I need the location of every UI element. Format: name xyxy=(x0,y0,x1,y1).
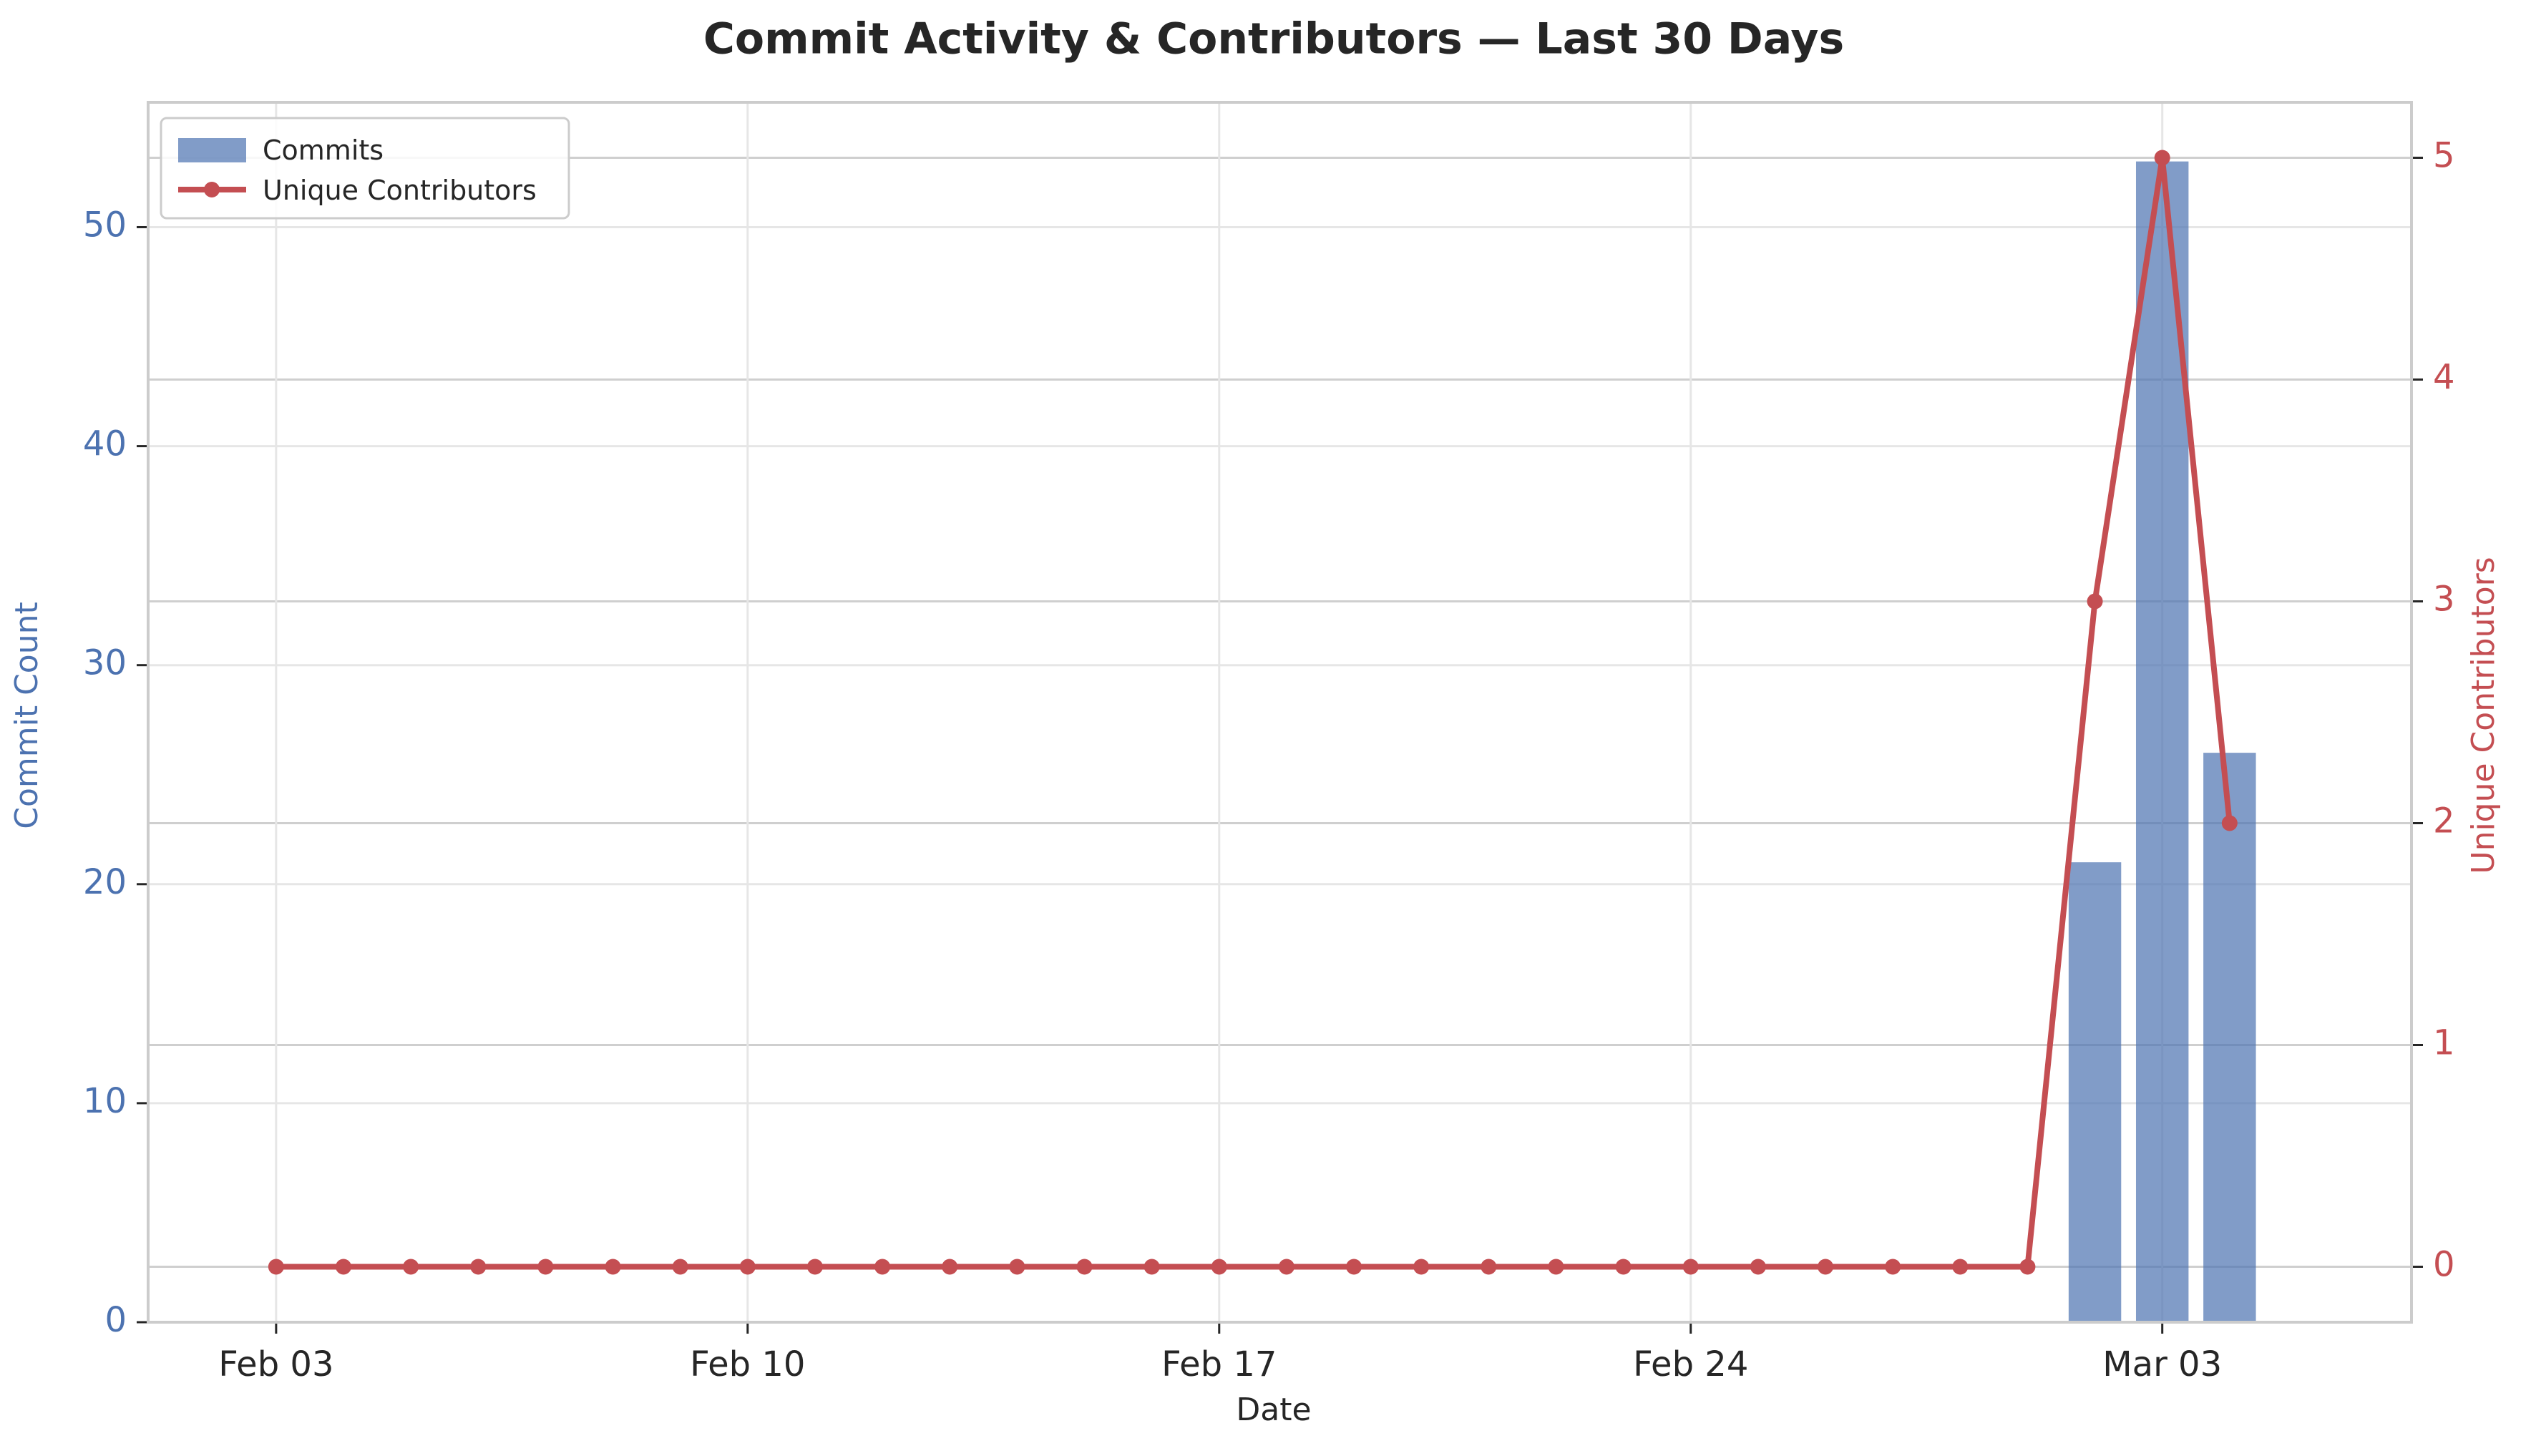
point-contributors xyxy=(1346,1259,1362,1275)
line-layer xyxy=(268,150,2238,1275)
bar-commits xyxy=(2068,862,2122,1322)
point-contributors xyxy=(1750,1259,1766,1275)
y-tick-label-right: 1 xyxy=(2433,1023,2455,1063)
x-tick-label: Feb 10 xyxy=(690,1344,805,1384)
point-contributors xyxy=(537,1259,554,1275)
y-axis-label-right: Unique Contributors xyxy=(2465,557,2502,874)
y-tick-label-left: 10 xyxy=(83,1081,127,1121)
point-contributors xyxy=(605,1259,621,1275)
legend-label-contributors: Unique Contributors xyxy=(263,175,537,206)
x-tick-label: Mar 03 xyxy=(2102,1344,2222,1384)
point-contributors xyxy=(1615,1259,1632,1275)
legend-box xyxy=(160,117,570,220)
point-contributors xyxy=(1143,1259,1160,1275)
x-axis-label: Date xyxy=(1236,1392,1311,1428)
plot-frame xyxy=(147,101,2413,1324)
legend: Commits Unique Contributors xyxy=(160,117,570,220)
point-contributors xyxy=(2019,1259,2036,1275)
y-tick-label-left: 20 xyxy=(83,862,127,902)
chart-title: Commit Activity & Contributors — Last 30… xyxy=(703,14,1844,64)
y-tick-label-right: 0 xyxy=(2433,1245,2455,1285)
point-contributors xyxy=(1952,1259,1969,1275)
grid-layer xyxy=(148,102,2412,1324)
point-contributors xyxy=(739,1259,756,1275)
bar-commits xyxy=(2203,753,2256,1322)
legend-marker-contributors xyxy=(204,182,220,197)
y-tick-label-right: 5 xyxy=(2433,136,2455,176)
x-tick-label: Feb 17 xyxy=(1161,1344,1277,1384)
point-contributors xyxy=(672,1259,688,1275)
point-contributors xyxy=(1278,1259,1294,1275)
y-tick-label-left: 30 xyxy=(83,643,127,683)
point-contributors xyxy=(2087,593,2103,610)
axes-layer: 0 10 20 30 40 50 0 1 2 3 4 5 Feb 03 Feb 10 Feb 17 Feb 2… xyxy=(83,101,2455,1384)
point-contributors xyxy=(1211,1259,1227,1275)
x-tick-label: Feb 03 xyxy=(218,1344,333,1384)
point-contributors xyxy=(1009,1259,1025,1275)
point-contributors xyxy=(1413,1259,1430,1275)
point-contributors xyxy=(2154,150,2170,166)
legend-label-commits: Commits xyxy=(263,135,384,166)
line-contributors xyxy=(275,155,2233,1270)
point-contributors xyxy=(403,1259,419,1275)
y-tick-label-right: 3 xyxy=(2433,580,2455,620)
y-tick-label-left: 0 xyxy=(104,1300,127,1340)
point-contributors xyxy=(2221,815,2238,831)
point-contributors xyxy=(1885,1259,1901,1275)
x-tick-label: Feb 24 xyxy=(1633,1344,1748,1384)
point-contributors xyxy=(1481,1259,1497,1275)
point-contributors xyxy=(335,1259,351,1275)
bars-layer xyxy=(2068,161,2256,1323)
point-contributors xyxy=(268,1259,284,1275)
point-contributors xyxy=(1076,1259,1093,1275)
legend-swatch-commits xyxy=(178,138,246,162)
point-contributors xyxy=(942,1259,958,1275)
point-contributors xyxy=(1682,1259,1699,1275)
point-contributors xyxy=(806,1259,823,1275)
point-contributors xyxy=(874,1259,891,1275)
point-contributors xyxy=(1548,1259,1564,1275)
y-tick-label-left: 40 xyxy=(83,424,127,464)
y-tick-label-right: 4 xyxy=(2433,358,2455,398)
point-contributors xyxy=(470,1259,487,1275)
point-contributors xyxy=(1818,1259,1834,1275)
y-tick-label-left: 50 xyxy=(83,205,127,245)
y-axis-label-left: Commit Count xyxy=(9,602,45,829)
y-tick-label-right: 2 xyxy=(2433,801,2455,841)
